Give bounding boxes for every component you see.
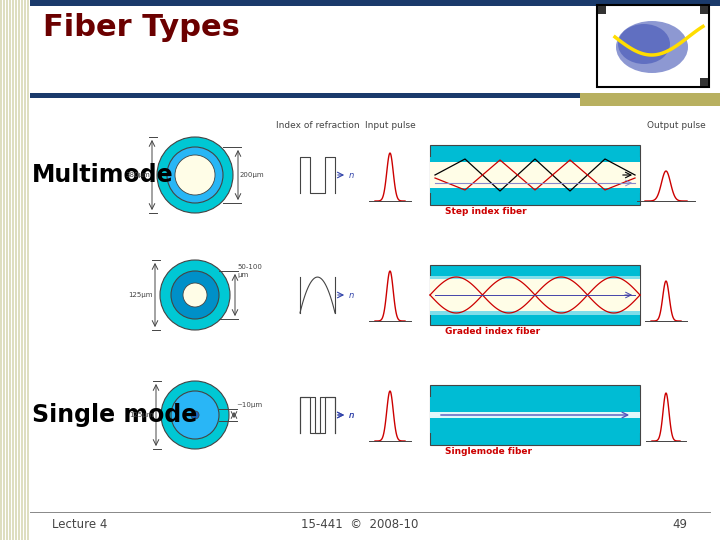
Bar (21, 0, 23, 540)
Bar (30, 93, 610, 98)
Bar (430, 157, 640, 162)
Bar (430, 275, 640, 279)
Text: Single mode: Single mode (32, 403, 197, 427)
Bar (430, 385, 640, 445)
Text: n: n (349, 410, 354, 420)
Bar (430, 157, 640, 193)
Bar (597, 5, 709, 87)
Text: Singlemode fiber: Singlemode fiber (445, 447, 532, 456)
Circle shape (171, 271, 219, 319)
Bar (430, 311, 640, 314)
Bar (24, 0, 26, 540)
Bar (598, 6, 606, 14)
Bar (15, 0, 17, 540)
Bar (580, 93, 720, 106)
Bar (700, 78, 708, 86)
Circle shape (167, 147, 223, 203)
Text: 50-100: 50-100 (237, 264, 262, 270)
Text: 200µm: 200µm (240, 172, 265, 178)
Circle shape (175, 155, 215, 195)
Text: n: n (349, 291, 354, 300)
Text: 125µm: 125µm (130, 412, 154, 418)
Text: n: n (349, 410, 354, 420)
Bar (430, 265, 640, 325)
Bar (9, 0, 11, 540)
Circle shape (183, 283, 207, 307)
Text: n: n (349, 171, 354, 179)
Text: 49: 49 (672, 518, 688, 531)
Text: Multimode: Multimode (32, 163, 174, 187)
Bar (430, 412, 640, 418)
Bar (27, 0, 29, 540)
Text: 15-441  ©  2008-10: 15-441 © 2008-10 (301, 518, 419, 531)
Text: 125µm: 125µm (128, 292, 153, 298)
Bar (12, 0, 14, 540)
Circle shape (157, 137, 233, 213)
Bar (300, 387, 335, 443)
Bar (18, 0, 20, 540)
Circle shape (171, 391, 219, 439)
Bar (3, 0, 5, 540)
Bar (6, 0, 8, 540)
Bar (430, 145, 640, 205)
Text: ~10µm: ~10µm (236, 402, 262, 408)
Text: µm: µm (237, 272, 248, 278)
Bar (430, 188, 640, 193)
Text: 380µm: 380µm (125, 172, 150, 178)
Text: Lecture 4: Lecture 4 (53, 518, 108, 531)
Circle shape (161, 381, 229, 449)
Bar (430, 275, 640, 314)
Text: Input pulse: Input pulse (364, 121, 415, 130)
Text: Output pulse: Output pulse (647, 121, 706, 130)
Ellipse shape (618, 24, 670, 64)
Ellipse shape (616, 21, 688, 73)
Text: Graded index fiber: Graded index fiber (445, 327, 540, 336)
Bar (700, 6, 708, 14)
Bar (430, 397, 640, 433)
Text: Step index fiber: Step index fiber (445, 207, 526, 216)
Circle shape (160, 260, 230, 330)
Text: Fiber Types: Fiber Types (43, 13, 240, 42)
Bar (30, 0, 720, 6)
Bar (0, 0, 1, 540)
Text: Index of refraction: Index of refraction (276, 121, 360, 130)
Circle shape (191, 411, 199, 419)
